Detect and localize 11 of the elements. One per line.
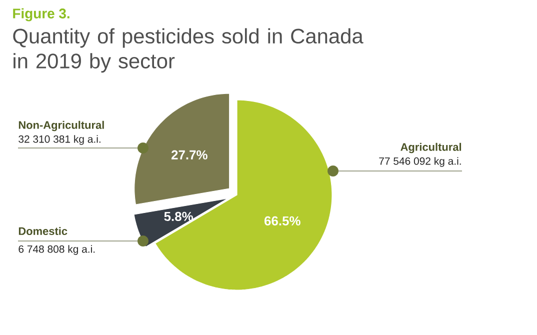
data-label: 66.5% (264, 216, 300, 226)
text: 32 310 381 kg a.i. (18, 135, 100, 145)
slice-label: Domestic (18, 226, 68, 236)
data-label: 27.7% (172, 150, 208, 160)
slice-label: Agricultural (400, 142, 462, 154)
text: 77 546 092 kg a.i. (379, 157, 461, 167)
slice-label: Non-Agricultural (18, 120, 104, 132)
chart-subtitle: Figure 3. (13, 8, 70, 22)
chart-title: Quantity of pesticides sold in Canada in 2019 by sector (13, 28, 364, 73)
text: 6 748 808 kg a.i. (18, 245, 95, 255)
data-label: 5.8% (164, 212, 193, 222)
